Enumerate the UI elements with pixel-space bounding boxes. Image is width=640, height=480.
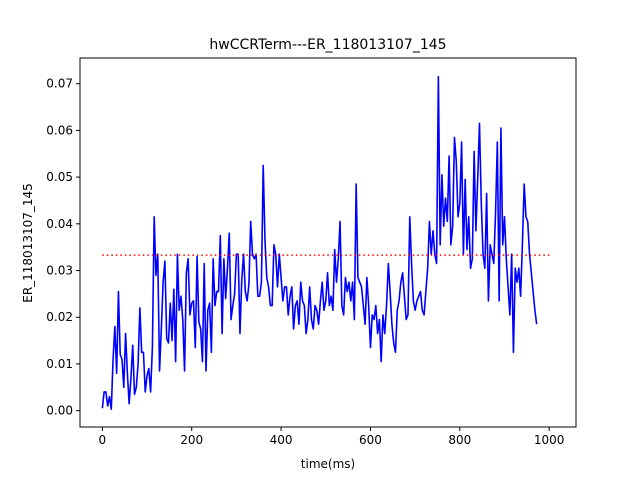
x-tick-label: 200 [180,433,203,447]
y-tick-label: 0.05 [46,170,73,184]
y-tick-label: 0.01 [46,357,73,371]
y-tick-label: 0.06 [46,123,73,137]
y-tick-label: 0.02 [46,310,73,324]
y-tick-label: 0.07 [46,77,73,91]
x-tick-label: 800 [448,433,471,447]
y-tick-label: 0.04 [46,217,73,231]
y-axis-label: ER_118013107_145 [21,183,35,303]
y-tick-label: 0.03 [46,264,73,278]
x-axis-label: time(ms) [301,457,355,471]
plot-frame [79,57,577,428]
x-tick-label: 600 [359,433,382,447]
x-tick-label: 0 [99,433,107,447]
y-axis: 0.00 0.01 0.02 0.03 0.04 0.05 0.06 0.07 [46,77,80,418]
y-tick-label: 0.00 [46,404,73,418]
x-tick-label: 1000 [534,433,565,447]
x-axis: 0 200 400 600 800 1000 [99,427,565,447]
chart-title: hwCCRTerm---ER_118013107_145 [209,37,446,53]
x-tick-label: 400 [270,433,293,447]
plot-series [101,75,551,411]
series-line [101,75,538,411]
